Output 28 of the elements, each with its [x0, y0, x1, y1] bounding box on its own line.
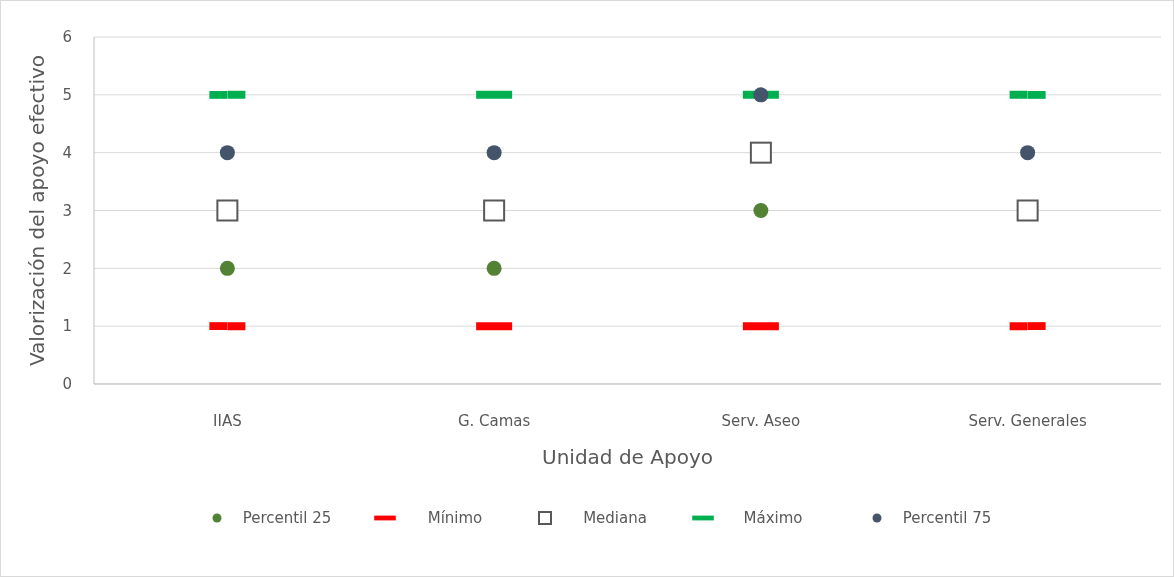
y-tick-label: 4	[62, 143, 72, 162]
point	[749, 141, 772, 164]
point	[219, 145, 235, 161]
legend-label: Mediana	[583, 509, 647, 528]
legend-label: Mínimo	[427, 509, 483, 528]
x-tick-label: G. Camas	[457, 412, 531, 430]
y-tick-label: 3	[62, 201, 72, 220]
x-tick-label: IIAS	[213, 412, 242, 430]
legend-label: Máximo	[743, 509, 803, 528]
x-tick-label: Serv. Aseo	[721, 412, 801, 430]
y-tick-label: 2	[62, 259, 72, 278]
y-tick-label: 1	[62, 317, 72, 336]
y-tick-label: 5	[62, 86, 72, 105]
x-tick-label: Serv. Generales	[968, 412, 1087, 430]
point	[1016, 199, 1039, 222]
point	[1020, 145, 1036, 161]
y-tick-label: 6	[62, 28, 72, 47]
y-axis-title: Valorización del apoyo efectivo	[25, 54, 49, 367]
x-axis-title: Unidad de Apoyo	[542, 445, 713, 469]
point	[486, 145, 502, 161]
point	[486, 260, 502, 276]
legend-label: Percentil 75	[902, 509, 992, 528]
y-tick-label: 0	[62, 375, 72, 394]
point	[483, 199, 506, 222]
point	[216, 199, 239, 222]
point	[219, 260, 235, 276]
legend-label: Percentil 25	[242, 509, 332, 528]
point	[753, 203, 769, 218]
